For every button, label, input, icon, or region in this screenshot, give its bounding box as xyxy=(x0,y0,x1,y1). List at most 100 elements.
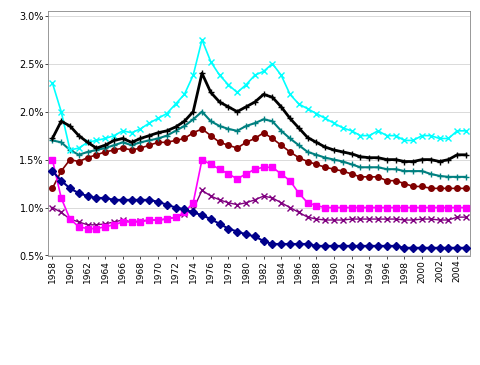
Gross Output, Government & Private ROR xyxy=(146,143,152,147)
Capital Input, Government & Private ROR xyxy=(366,155,372,160)
Capital Outlay xyxy=(252,234,258,238)
Capital Outlay xyxy=(190,210,196,215)
Capital Outlay xyxy=(428,246,433,250)
Capital Input, Private ROR Only xyxy=(296,102,301,106)
Gross Output,  Government ROR Only xyxy=(216,198,222,202)
Gross Output,  Government ROR Only xyxy=(305,215,311,219)
Capital Outlay xyxy=(111,198,117,202)
Capital Outlay xyxy=(393,244,398,248)
Capital Input, Private ROR Only xyxy=(313,111,319,116)
Gross Output, Government & Private ROR xyxy=(419,184,425,189)
Capital Input, Government ROR Only xyxy=(94,226,99,231)
Capital Input, Government ROR Only xyxy=(243,172,249,176)
Gross Output, Government & Private ROR xyxy=(58,169,64,173)
Capital Outlay xyxy=(173,205,179,210)
Capital Input, Government ROR Only xyxy=(340,205,346,210)
Capital Input, Private ROR Only xyxy=(208,59,214,64)
Gross Output,  Government ROR Only xyxy=(129,220,134,224)
Gross Output, Private ROR Only xyxy=(49,138,55,143)
Gross Output,  Government ROR Only xyxy=(445,218,451,222)
Capital Input, Private ROR Only xyxy=(348,128,354,133)
Gross Output, Private ROR Only xyxy=(129,143,134,147)
Gross Output, Government & Private ROR xyxy=(67,157,73,162)
Capital Input, Government & Private ROR xyxy=(322,145,328,149)
Capital Outlay xyxy=(269,242,275,246)
Capital Input, Government ROR Only xyxy=(120,220,126,224)
Capital Input, Government ROR Only xyxy=(384,205,390,210)
Capital Input, Government & Private ROR xyxy=(393,157,398,162)
Capital Input, Government ROR Only xyxy=(111,223,117,227)
Gross Output,  Government ROR Only xyxy=(67,217,73,221)
Capital Input, Government ROR Only xyxy=(234,177,240,181)
Capital Outlay xyxy=(181,207,187,212)
Gross Output, Private ROR Only xyxy=(278,128,284,133)
Gross Output, Government & Private ROR xyxy=(445,186,451,191)
Gross Output, Private ROR Only xyxy=(146,138,152,143)
Capital Input, Private ROR Only xyxy=(366,134,372,138)
Gross Output, Private ROR Only xyxy=(102,146,108,150)
Gross Output,  Government ROR Only xyxy=(84,223,90,227)
Capital Input, Government & Private ROR xyxy=(216,100,222,104)
Gross Output,  Government ROR Only xyxy=(269,196,275,200)
Capital Outlay xyxy=(84,194,90,198)
Capital Input, Government ROR Only xyxy=(305,200,311,205)
Capital Outlay xyxy=(94,196,99,200)
Gross Output,  Government ROR Only xyxy=(322,218,328,222)
Capital Input, Private ROR Only xyxy=(216,73,222,77)
Capital Input, Government ROR Only xyxy=(445,205,451,210)
Capital Input, Private ROR Only xyxy=(234,90,240,95)
Gross Output,  Government ROR Only xyxy=(58,210,64,215)
Capital Input, Government ROR Only xyxy=(49,157,55,162)
Gross Output, Government & Private ROR xyxy=(137,146,143,150)
Gross Output, Private ROR Only xyxy=(463,175,469,179)
Line: Capital Outlay: Capital Outlay xyxy=(49,168,469,251)
Gross Output, Government & Private ROR xyxy=(384,178,390,183)
Capital Outlay xyxy=(120,198,126,202)
Capital Input, Government & Private ROR xyxy=(208,90,214,95)
Capital Input, Private ROR Only xyxy=(120,128,126,133)
Capital Input, Private ROR Only xyxy=(437,136,443,141)
Gross Output,  Government ROR Only xyxy=(208,194,214,198)
Gross Output,  Government ROR Only xyxy=(137,219,143,223)
Capital Input, Private ROR Only xyxy=(199,38,205,42)
Capital Input, Government ROR Only xyxy=(463,205,469,210)
Gross Output,  Government ROR Only xyxy=(375,217,381,221)
Gross Output, Government & Private ROR xyxy=(261,131,266,135)
Gross Output, Private ROR Only xyxy=(199,110,205,114)
Gross Output, Government & Private ROR xyxy=(49,186,55,191)
Capital Input, Government ROR Only xyxy=(137,220,143,224)
Gross Output, Government & Private ROR xyxy=(348,172,354,176)
Gross Output, Government & Private ROR xyxy=(278,143,284,147)
Gross Output, Government & Private ROR xyxy=(111,148,117,152)
Capital Input, Government ROR Only xyxy=(173,215,179,219)
Gross Output,  Government ROR Only xyxy=(173,215,179,219)
Gross Output,  Government ROR Only xyxy=(76,220,82,224)
Capital Input, Government ROR Only xyxy=(155,218,161,222)
Capital Input, Government ROR Only xyxy=(84,226,90,231)
Capital Input, Private ROR Only xyxy=(419,134,425,138)
Gross Output,  Government ROR Only xyxy=(331,218,337,222)
Gross Output, Private ROR Only xyxy=(269,119,275,123)
Gross Output, Government & Private ROR xyxy=(410,184,416,189)
Capital Input, Government ROR Only xyxy=(366,205,372,210)
Capital Outlay xyxy=(278,242,284,246)
Gross Output, Private ROR Only xyxy=(94,148,99,152)
Capital Input, Private ROR Only xyxy=(129,131,134,135)
Capital Input, Government ROR Only xyxy=(226,172,231,176)
Gross Output, Government & Private ROR xyxy=(129,148,134,152)
Capital Input, Government ROR Only xyxy=(419,205,425,210)
Gross Output, Government & Private ROR xyxy=(243,140,249,145)
Capital Outlay xyxy=(410,246,416,250)
Capital Outlay xyxy=(199,213,205,218)
Capital Input, Government & Private ROR xyxy=(428,157,433,162)
Capital Input, Private ROR Only xyxy=(340,126,346,130)
Gross Output, Private ROR Only xyxy=(410,169,416,173)
Capital Input, Private ROR Only xyxy=(164,111,169,116)
Gross Output,  Government ROR Only xyxy=(199,188,205,192)
Gross Output, Private ROR Only xyxy=(261,117,266,122)
Gross Output, Government & Private ROR xyxy=(216,140,222,145)
Gross Output, Private ROR Only xyxy=(155,136,161,141)
Gross Output, Government & Private ROR xyxy=(463,186,469,191)
Capital Input, Private ROR Only xyxy=(322,116,328,120)
Capital Input, Government & Private ROR xyxy=(234,110,240,114)
